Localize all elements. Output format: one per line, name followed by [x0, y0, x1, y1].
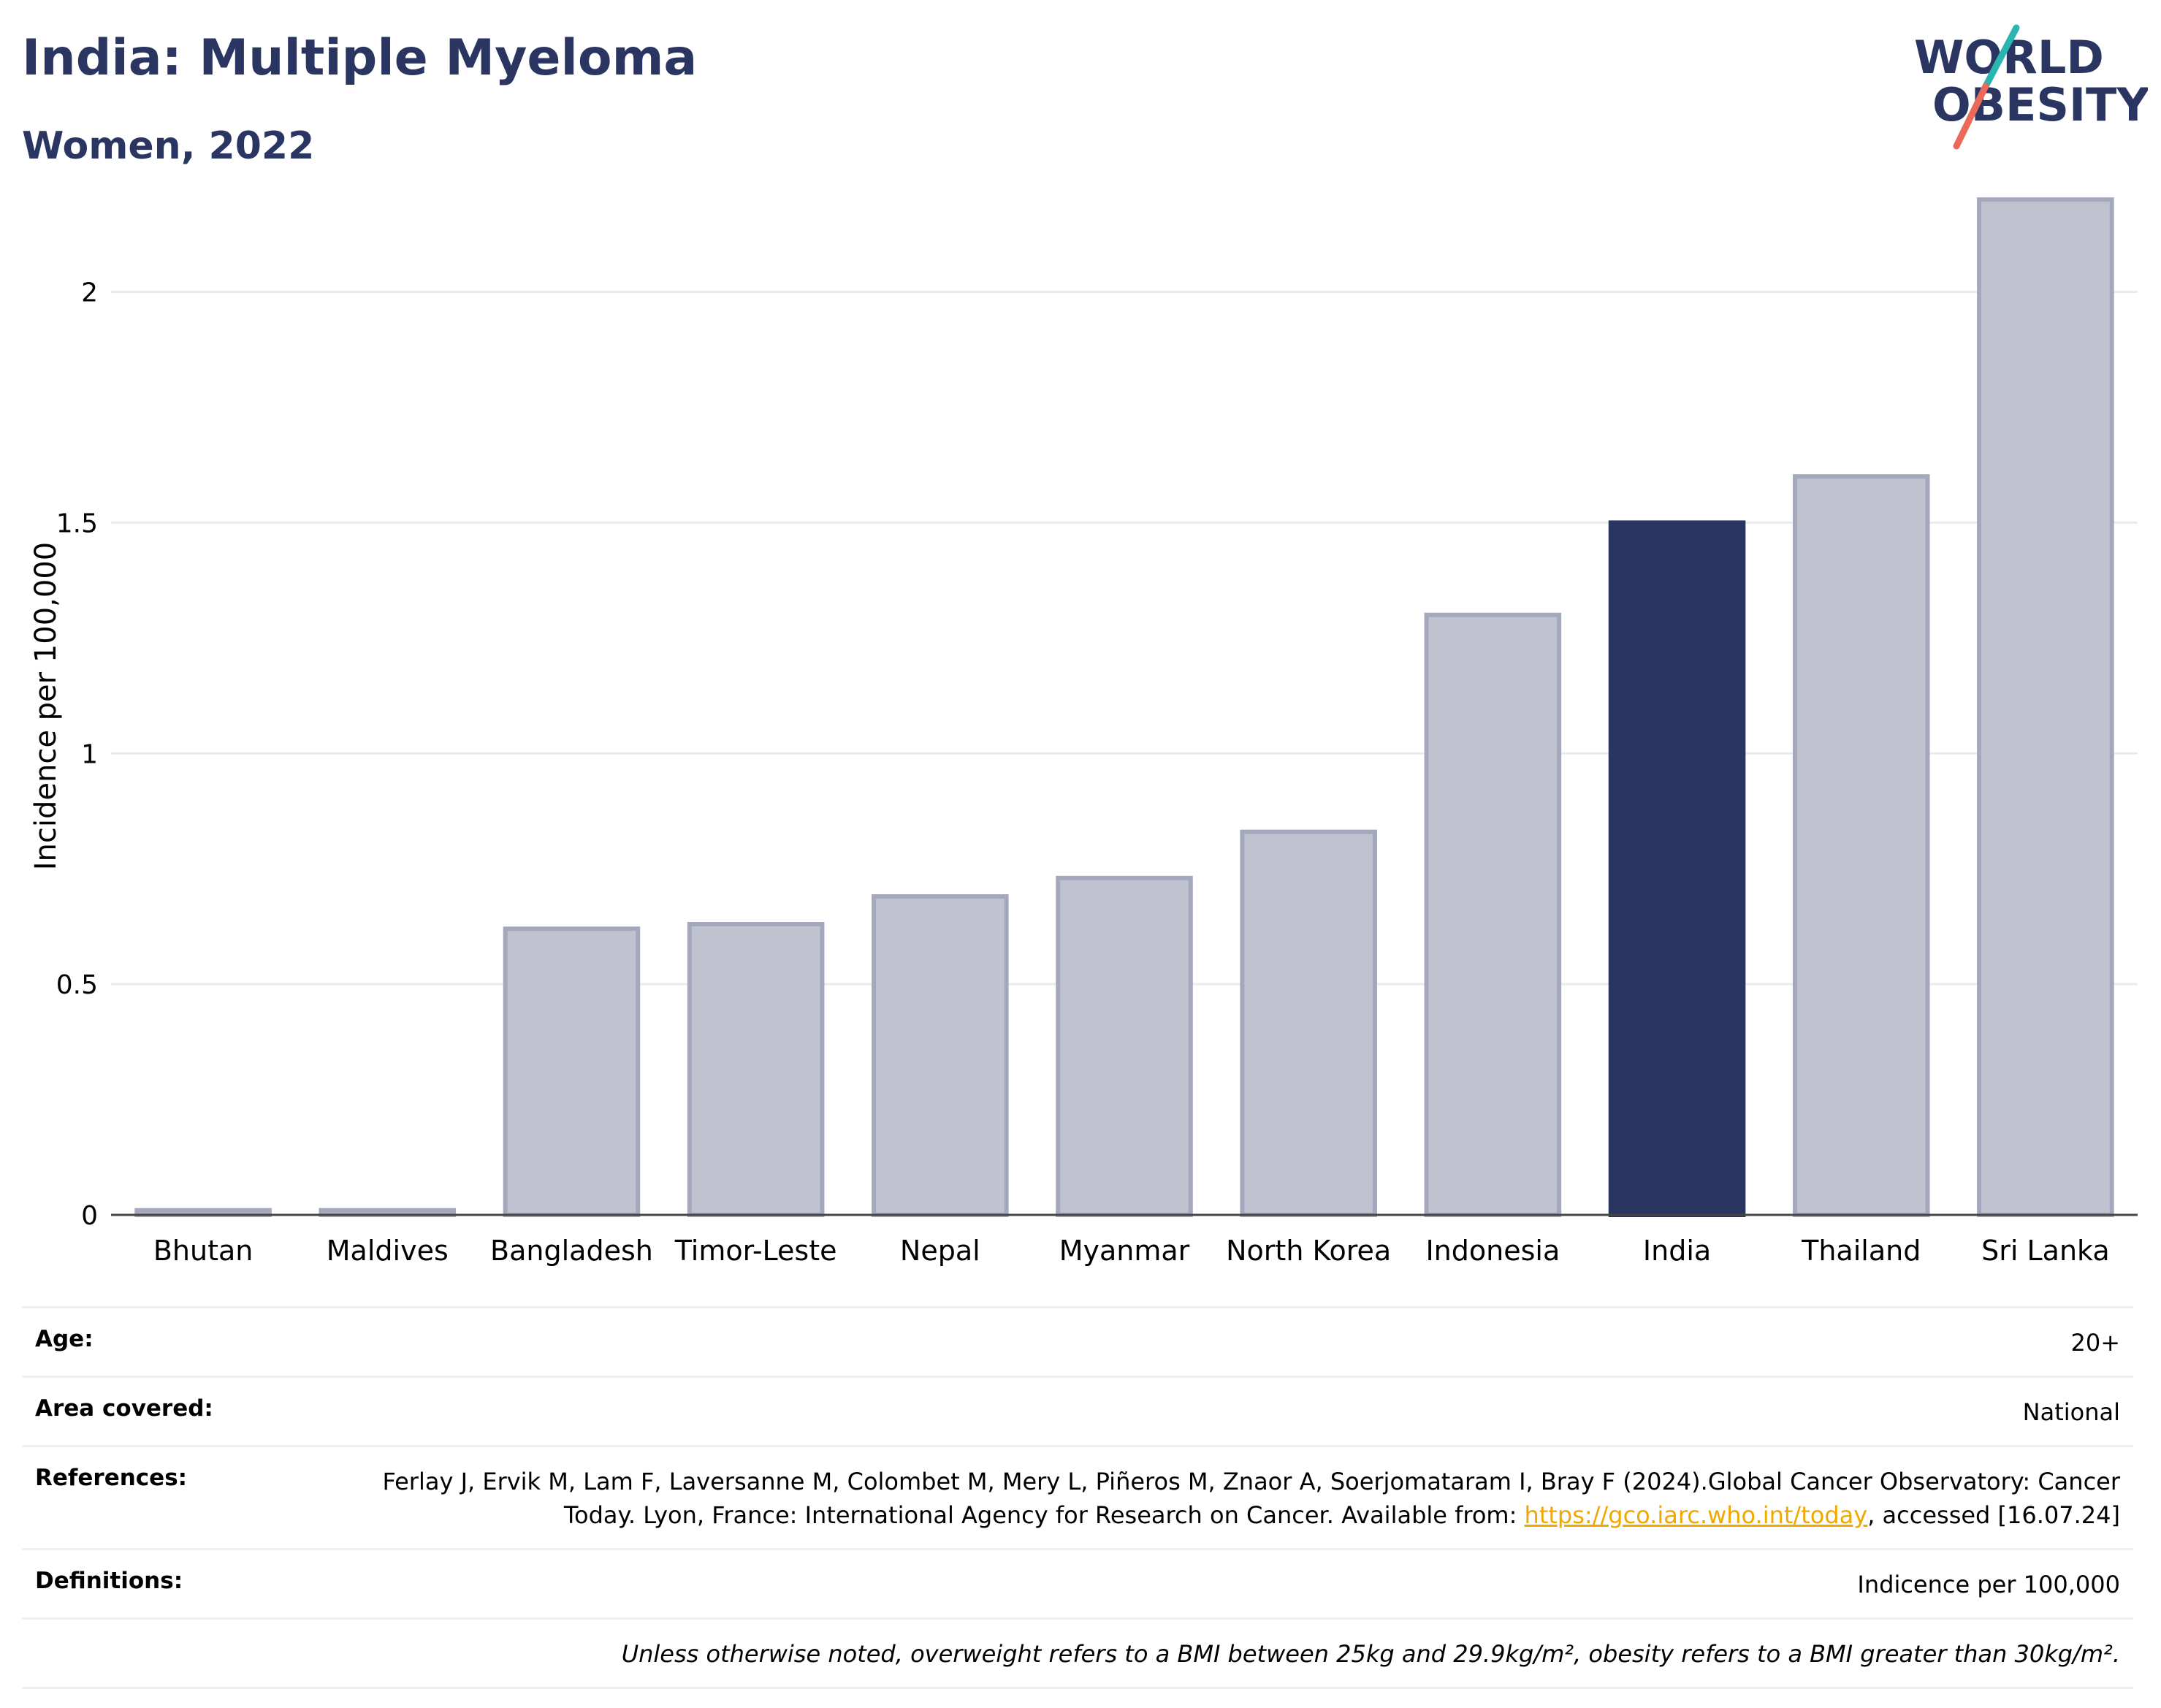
- definitions-value: Indicence per 100,000: [1857, 1571, 2120, 1598]
- chart-title: India: Multiple Myeloma: [22, 29, 698, 87]
- y-tick-label: 0.5: [56, 970, 98, 1000]
- x-tick-label: Maldives: [327, 1235, 449, 1267]
- x-tick-label: Bangladesh: [490, 1235, 653, 1267]
- info-row-references: References: Ferlay J, Ervik M, Lam F, La…: [22, 1445, 2133, 1548]
- bar-chart: 0 0.5 1 1.5 2 Bhutan Maldives Bangladesh Timor-…: [29, 197, 2138, 1267]
- x-tick-label: Bhutan: [153, 1235, 254, 1267]
- x-tick-label: Sri Lanka: [1981, 1235, 2110, 1267]
- x-tick-label: Thailand: [1801, 1235, 1921, 1267]
- references-value: Ferlay J, Ervik M, Lam F, Laversanne M, …: [323, 1465, 2120, 1532]
- y-tick-label: 1.5: [56, 508, 98, 538]
- x-tick-labels: Bhutan Maldives Bangladesh Timor-Leste Nepal…: [153, 1235, 2110, 1267]
- info-row-definitions: Definitions: Indicence per 100,000: [22, 1548, 2133, 1617]
- x-tick-label: Timor-Leste: [674, 1235, 837, 1267]
- y-axis-label: Incidence per 100,000: [29, 542, 63, 871]
- info-row-area: Area covered: National: [22, 1376, 2133, 1445]
- info-row-age: Age: 20+: [22, 1306, 2133, 1376]
- x-tick-label: India: [1643, 1235, 1711, 1267]
- bar-indonesia: [1424, 612, 1562, 1217]
- bar-myanmar: [1056, 875, 1193, 1217]
- info-table: Age: 20+ Area covered: National Referenc…: [22, 1306, 2133, 1689]
- x-tick-label: Nepal: [900, 1235, 980, 1267]
- logo-slash-coral: [1953, 83, 1989, 150]
- y-tick-labels: 0 0.5 1 1.5 2: [56, 278, 98, 1231]
- bar-nepal: [872, 894, 1009, 1217]
- logo-slash-teal: [1982, 24, 2020, 90]
- bar-thailand: [1792, 474, 1930, 1217]
- y-tick-label: 0: [81, 1201, 98, 1231]
- area-value: National: [2022, 1398, 2120, 1426]
- bars: [134, 197, 2114, 1218]
- references-label: References:: [35, 1465, 188, 1491]
- chart-subtitle: Women, 2022: [22, 124, 315, 168]
- area-label: Area covered:: [35, 1395, 213, 1422]
- age-value: 20+: [2070, 1329, 2120, 1357]
- bar-sri-lanka: [1977, 197, 2114, 1217]
- info-row-note: Unless otherwise noted, overweight refer…: [22, 1617, 2133, 1689]
- bmi-note: Unless otherwise noted, overweight refer…: [621, 1640, 2120, 1668]
- world-obesity-logo: WORLD OBESITY: [1914, 24, 2148, 150]
- x-tick-label: Indonesia: [1425, 1235, 1560, 1267]
- y-tick-label: 2: [81, 278, 98, 308]
- x-tick-label: Myanmar: [1059, 1235, 1190, 1267]
- bar-north-korea: [1240, 829, 1377, 1217]
- bar-timor-leste: [687, 922, 825, 1218]
- definitions-label: Definitions:: [35, 1568, 183, 1594]
- x-tick-label: North Korea: [1226, 1235, 1391, 1267]
- age-label: Age:: [35, 1326, 94, 1352]
- references-accessed: , accessed [16.07.24]: [1867, 1501, 2120, 1529]
- bar-bangladesh: [503, 926, 641, 1218]
- references-link[interactable]: https://gco.iarc.who.int/today: [1524, 1501, 1868, 1529]
- references-text: Ferlay J, Ervik M, Lam F, Laversanne M, …: [382, 1468, 2120, 1529]
- bar-india: [1608, 520, 1746, 1217]
- y-tick-label: 1: [81, 739, 98, 769]
